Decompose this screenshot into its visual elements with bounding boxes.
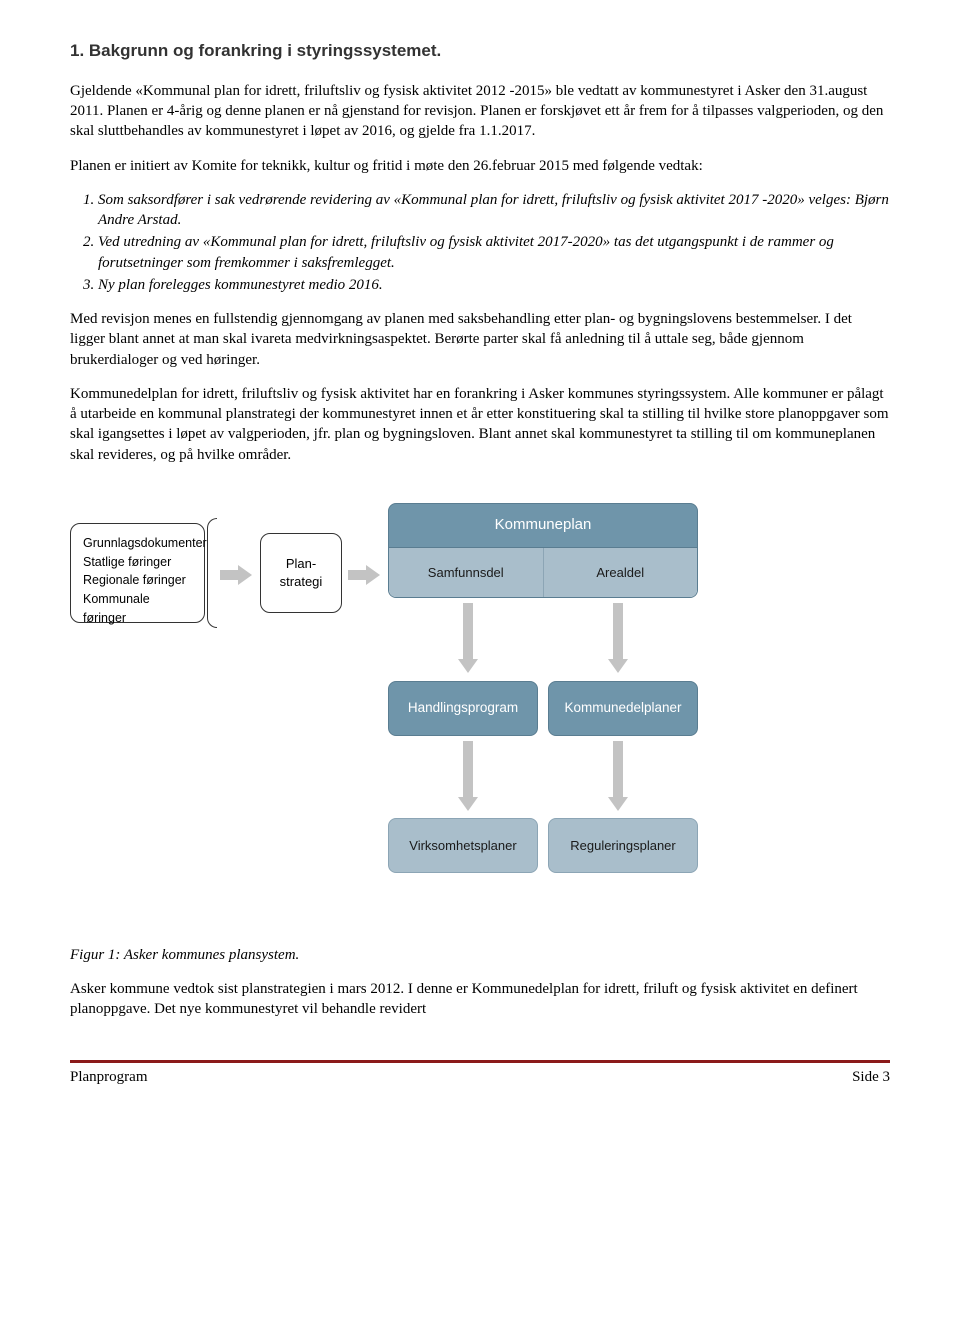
paragraph: Kommunedelplan for idrett, friluftsliv o… — [70, 384, 890, 465]
virksomhetsplaner-box: Virksomhetsplaner — [388, 818, 538, 873]
arrow-down-icon — [458, 741, 478, 811]
vedtak-list: Som saksordfører i sak vedrørende revide… — [98, 190, 890, 295]
inputs-line: Kommunale føringer — [83, 590, 192, 628]
inputs-line: Regionale føringer — [83, 571, 186, 590]
list-item: Som saksordfører i sak vedrørende revide… — [98, 190, 890, 231]
arealdel-box: Arealdel — [543, 548, 698, 597]
footer-left: Planprogram — [70, 1067, 147, 1087]
paragraph: Gjeldende «Kommunal plan for idrett, fri… — [70, 81, 890, 142]
inputs-line: Statlige føringer — [83, 553, 171, 572]
kommunedelplaner-box: Kommunedelplaner — [548, 681, 698, 736]
list-item: Ved utredning av «Kommunal plan for idre… — [98, 232, 890, 273]
kommuneplan-subparts: Samfunnsdel Arealdel — [388, 548, 698, 598]
brace — [207, 518, 217, 628]
paragraph: Planen er initiert av Komite for teknikk… — [70, 156, 890, 176]
reguleringsplaner-box: Reguleringsplaner — [548, 818, 698, 873]
arrow-down-icon — [608, 741, 628, 811]
inputs-line: Grunnlagsdokumenter — [83, 534, 207, 553]
plansystem-diagram: Grunnlagsdokumenter Statlige føringer Re… — [70, 483, 710, 933]
inputs-box: Grunnlagsdokumenter Statlige føringer Re… — [70, 523, 205, 623]
arrow-right-icon — [220, 565, 252, 585]
section-heading: 1. Bakgrunn og forankring i styringssyst… — [70, 40, 890, 63]
planstrategi-box: Plan- strategi — [260, 533, 342, 613]
handlingsprogram-box: Handlingsprogram — [388, 681, 538, 736]
arrow-right-icon — [348, 565, 380, 585]
paragraph: Med revisjon menes en fullstendig gjenno… — [70, 309, 890, 370]
arrow-down-icon — [608, 603, 628, 673]
list-item: Ny plan forelegges kommunestyret medio 2… — [98, 275, 890, 295]
arrow-down-icon — [458, 603, 478, 673]
paragraph: Asker kommune vedtok sist planstrategien… — [70, 979, 890, 1020]
samfunnsdel-box: Samfunnsdel — [389, 548, 543, 597]
kommuneplan-box: Kommuneplan — [388, 503, 698, 548]
page-footer: Planprogram Side 3 — [70, 1063, 890, 1087]
footer-right: Side 3 — [852, 1067, 890, 1087]
figure-caption: Figur 1: Asker kommunes plansystem. — [70, 945, 890, 965]
